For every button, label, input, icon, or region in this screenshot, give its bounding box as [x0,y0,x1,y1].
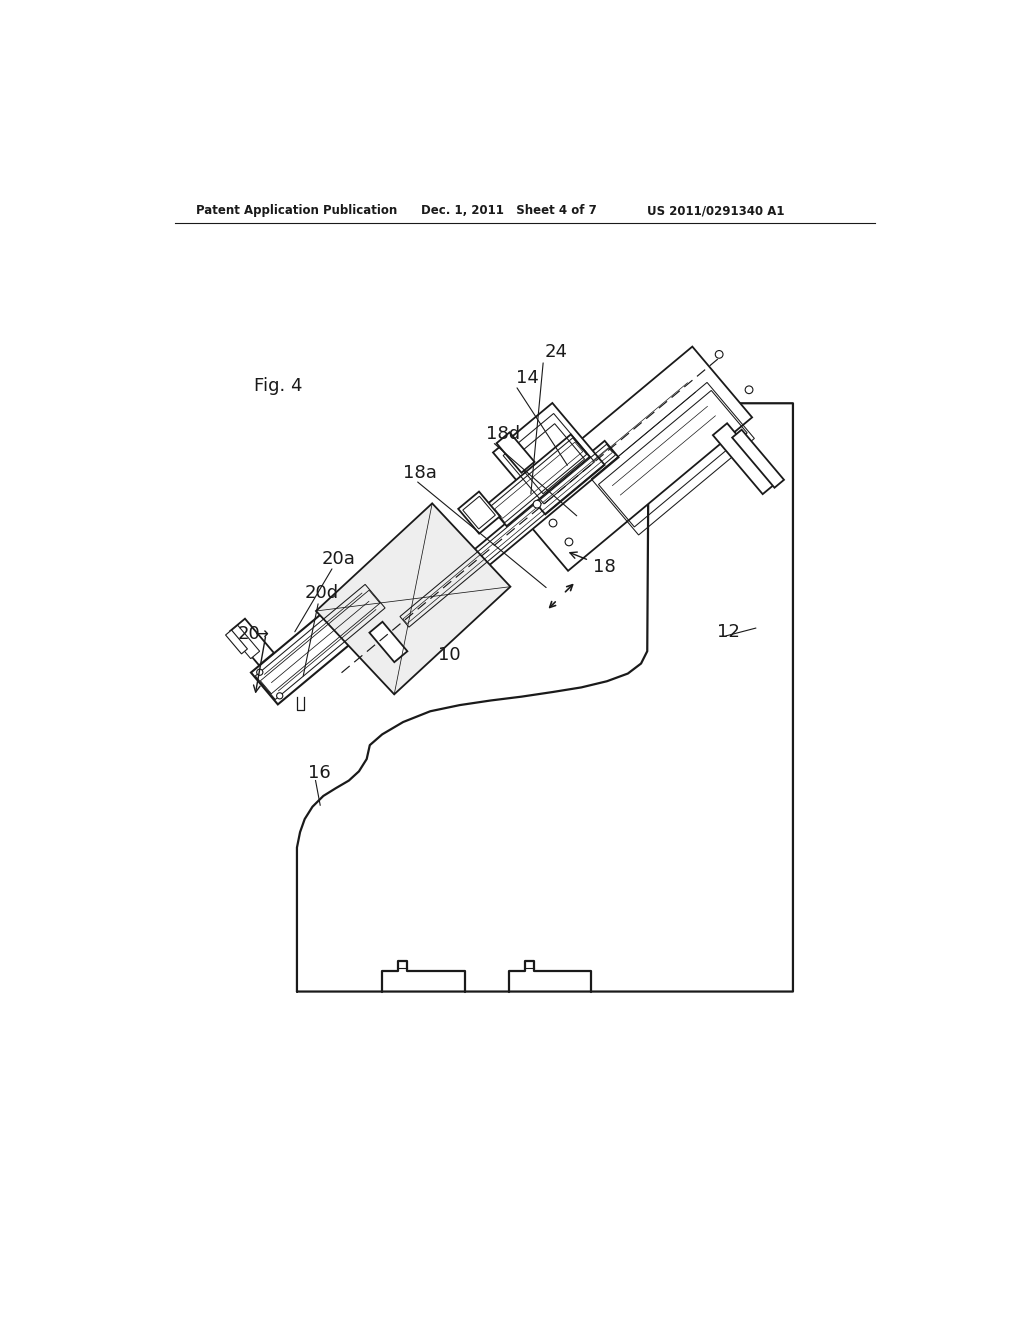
Text: Patent Application Publication: Patent Application Publication [197,205,397,218]
Polygon shape [251,579,389,705]
Text: 20d: 20d [305,585,339,602]
Text: 20a: 20a [322,550,355,568]
Polygon shape [397,441,618,631]
Polygon shape [487,434,590,527]
Text: 10: 10 [438,645,461,664]
Polygon shape [230,619,273,665]
Text: Fig. 4: Fig. 4 [254,378,302,395]
Polygon shape [316,503,510,694]
Text: Dec. 1, 2011   Sheet 4 of 7: Dec. 1, 2011 Sheet 4 of 7 [421,205,597,218]
Circle shape [716,351,723,358]
Circle shape [745,385,753,393]
Text: 14: 14 [515,368,539,387]
Polygon shape [458,491,500,533]
Text: 18a: 18a [403,463,437,482]
Polygon shape [508,347,752,570]
Circle shape [549,519,557,527]
Text: 20: 20 [238,626,261,643]
Circle shape [257,669,263,676]
Polygon shape [732,430,784,487]
Polygon shape [297,404,793,991]
Circle shape [276,693,283,698]
Text: 24: 24 [545,343,568,362]
Text: 16: 16 [308,764,331,781]
Text: 12: 12 [717,623,740,642]
Text: →: → [254,626,267,643]
Text: 18d: 18d [486,425,520,444]
Polygon shape [228,626,260,659]
Circle shape [534,500,541,508]
Circle shape [565,539,572,545]
Polygon shape [493,403,604,515]
Polygon shape [225,630,248,653]
Text: US 2011/0291340 A1: US 2011/0291340 A1 [647,205,784,218]
Polygon shape [370,622,408,663]
Polygon shape [713,424,777,494]
Polygon shape [497,433,535,473]
Text: 18: 18 [593,557,615,576]
